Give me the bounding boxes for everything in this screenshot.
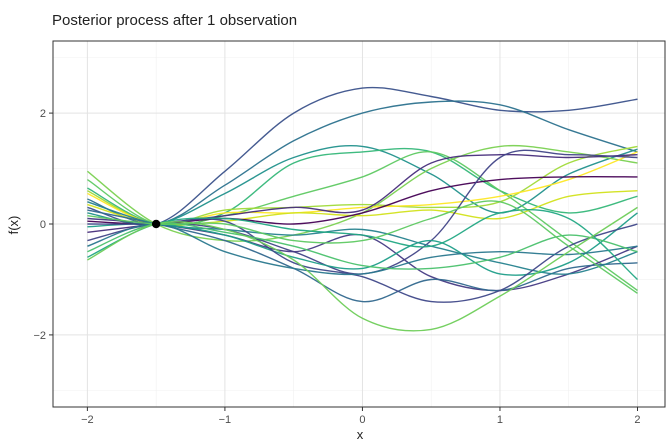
- sample-path-16: [87, 212, 638, 276]
- y-tick-label: 0: [40, 219, 46, 231]
- observation-point: [151, 219, 161, 229]
- sample-path-9: [87, 190, 638, 226]
- sample-path-22: [87, 200, 638, 294]
- x-axis-ticks: −2 −1 0 1 2: [81, 407, 641, 426]
- x-tick-label: 1: [497, 414, 503, 426]
- x-tick-label: 2: [634, 414, 640, 426]
- sample-path-20: [87, 208, 638, 281]
- y-axis-label: f(x): [6, 216, 21, 235]
- sample-path-18: [87, 223, 638, 276]
- x-axis-label: x: [357, 427, 364, 442]
- y-tick-label: 2: [40, 108, 46, 120]
- sample-paths: [86, 86, 638, 332]
- sample-path-21: [87, 206, 638, 332]
- x-tick-label: 0: [359, 414, 365, 426]
- sample-path-15: [87, 201, 638, 275]
- x-tick-label: −1: [219, 414, 232, 426]
- sample-path-1: [87, 86, 638, 226]
- sample-path-2: [87, 100, 638, 225]
- chart-title: Posterior process after 1 observation: [52, 12, 297, 29]
- y-tick-label: −2: [33, 330, 46, 342]
- y-axis-ticks: −2 0 2: [33, 108, 53, 342]
- observation-points: [151, 219, 161, 229]
- sample-path-3: [87, 145, 638, 226]
- x-tick-label: −2: [81, 414, 94, 426]
